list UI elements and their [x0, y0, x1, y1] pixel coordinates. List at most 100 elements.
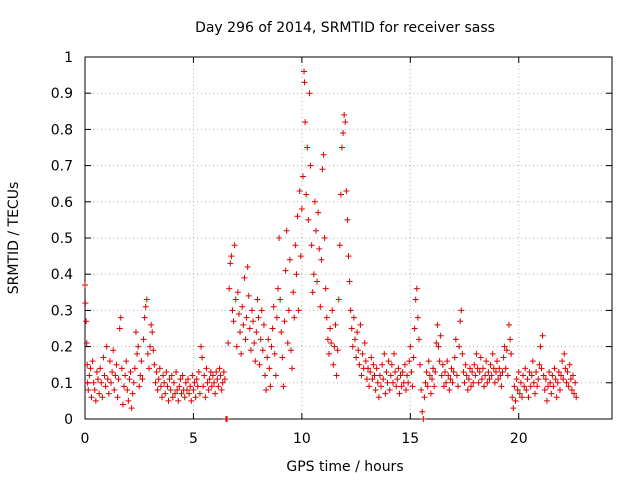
data-point: [325, 350, 332, 357]
data-point: [126, 376, 133, 383]
data-point: [556, 387, 563, 394]
chart-title: Day 296 of 2014, SRMTID for receiver sas…: [195, 20, 495, 36]
data-point: [444, 358, 451, 365]
data-point: [319, 166, 326, 173]
data-point: [208, 383, 215, 390]
data-point: [294, 213, 301, 220]
x-tick-label: 10: [293, 431, 311, 447]
data-point: [513, 376, 520, 383]
data-point: [518, 394, 525, 401]
data-point: [331, 343, 338, 350]
data-point: [115, 376, 122, 383]
data-point: [515, 368, 522, 375]
data-point: [459, 350, 466, 357]
data-point: [524, 376, 531, 383]
data-point: [137, 372, 144, 379]
data-point: [485, 368, 492, 375]
data-point: [421, 394, 428, 401]
data-point: [295, 307, 302, 314]
data-point: [504, 372, 511, 379]
data-point: [433, 339, 440, 346]
data-point: [311, 198, 318, 205]
data-point: [458, 307, 465, 314]
data-point: [340, 130, 347, 137]
data-point: [448, 365, 455, 372]
data-point: [495, 376, 502, 383]
data-point: [538, 365, 545, 372]
data-point: [329, 307, 336, 314]
data-point: [432, 368, 439, 375]
data-point: [566, 361, 573, 368]
data-point: [507, 336, 514, 343]
data-point: [240, 321, 247, 328]
data-point: [354, 329, 361, 336]
data-point: [488, 372, 495, 379]
data-point: [177, 376, 184, 383]
data-point: [154, 387, 161, 394]
data-point: [248, 307, 255, 314]
data-point: [91, 387, 98, 394]
data-point: [540, 372, 547, 379]
data-point: [204, 379, 211, 386]
data-point: [270, 303, 277, 310]
data-point: [411, 325, 418, 332]
data-point: [525, 394, 532, 401]
data-point: [181, 394, 188, 401]
data-point: [568, 387, 575, 394]
data-point: [465, 376, 472, 383]
data-point: [254, 296, 261, 303]
data-point: [464, 387, 471, 394]
data-point: [305, 216, 312, 223]
data-point: [255, 314, 262, 321]
data-point: [309, 289, 316, 296]
y-tick-label: 1: [64, 50, 73, 66]
data-point: [192, 394, 199, 401]
data-point: [521, 383, 528, 390]
data-point: [166, 376, 173, 383]
data-point: [349, 343, 356, 350]
data-point: [132, 329, 139, 336]
data-point: [471, 361, 478, 368]
data-point: [522, 365, 529, 372]
data-point: [136, 383, 143, 390]
data-point: [392, 368, 399, 375]
data-point: [113, 361, 120, 368]
data-point: [440, 383, 447, 390]
data-point: [477, 354, 484, 361]
data-point: [286, 256, 293, 263]
data-point: [509, 394, 516, 401]
data-point: [97, 365, 104, 372]
data-point: [235, 311, 242, 318]
data-point: [505, 321, 512, 328]
data-point: [290, 289, 297, 296]
y-tick-label: 0.2: [51, 340, 73, 356]
data-point: [431, 383, 438, 390]
data-point: [343, 187, 350, 194]
data-point: [552, 376, 559, 383]
data-point: [221, 376, 228, 383]
data-point: [494, 358, 501, 365]
data-point: [234, 289, 241, 296]
data-point: [372, 387, 379, 394]
data-point: [138, 358, 145, 365]
data-point: [417, 361, 424, 368]
data-point: [344, 216, 351, 223]
data-point: [535, 376, 542, 383]
data-point: [342, 119, 349, 126]
data-point: [252, 358, 259, 365]
data-point: [346, 278, 353, 285]
data-point: [386, 387, 393, 394]
data-point: [549, 372, 556, 379]
data-point: [439, 361, 446, 368]
data-point: [109, 368, 116, 375]
data-point: [545, 383, 552, 390]
data-point: [571, 390, 578, 397]
x-tick-label: 15: [401, 431, 419, 447]
data-point: [547, 379, 554, 386]
data-point: [536, 361, 543, 368]
data-point: [302, 119, 309, 126]
data-point: [96, 390, 103, 397]
data-point: [564, 368, 571, 375]
y-tick-label: 0.3: [51, 303, 73, 319]
data-point: [84, 379, 91, 386]
